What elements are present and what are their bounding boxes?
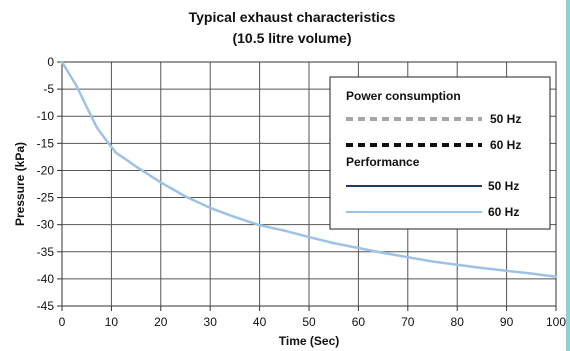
x-tick-label: 10 bbox=[105, 315, 119, 329]
x-tick-label: 100 bbox=[546, 315, 566, 329]
x-tick-labels: 0 10 20 30 40 50 60 70 80 90 100 bbox=[59, 315, 567, 329]
x-tick-label: 70 bbox=[401, 315, 415, 329]
legend-label-power-50hz: 50 Hz bbox=[490, 112, 521, 126]
y-tick-label: 0 bbox=[47, 55, 54, 69]
y-tick-label: -40 bbox=[37, 272, 55, 286]
y-tick-label: -15 bbox=[37, 136, 55, 150]
legend-group-title-power: Power consumption bbox=[346, 89, 461, 103]
page-edge-bar bbox=[566, 0, 570, 351]
legend-label-performance-50hz: 50 Hz bbox=[488, 179, 519, 193]
x-tick-label: 60 bbox=[352, 315, 366, 329]
y-tick-labels: 0 -5 -10 -15 -20 -25 -30 -35 -40 -45 bbox=[37, 55, 55, 313]
x-tick-label: 30 bbox=[204, 315, 218, 329]
x-tick-label: 80 bbox=[451, 315, 465, 329]
legend-label-power-60hz: 60 Hz bbox=[490, 138, 521, 152]
y-tick-label: -10 bbox=[37, 109, 55, 123]
series-line-3 bbox=[60, 60, 558, 278]
x-tick-label: 40 bbox=[253, 315, 267, 329]
legend-box bbox=[329, 76, 551, 230]
x-axis-label: Time (Sec) bbox=[279, 334, 339, 348]
series-lines bbox=[60, 60, 558, 278]
chart-title: Typical exhaust characteristics bbox=[189, 9, 396, 25]
legend-group-title-performance: Performance bbox=[346, 155, 420, 169]
y-tick-label: -35 bbox=[37, 245, 55, 259]
x-tick-label: 20 bbox=[154, 315, 168, 329]
y-tick-label: -20 bbox=[37, 163, 55, 177]
x-tick-label: 90 bbox=[500, 315, 514, 329]
chart-subtitle: (10.5 litre volume) bbox=[232, 30, 351, 46]
y-tick-label: -30 bbox=[37, 218, 55, 232]
y-tick-label: -5 bbox=[43, 82, 54, 96]
y-tick-label: -25 bbox=[37, 191, 55, 205]
y-axis-label: Pressure (kPa) bbox=[13, 142, 27, 226]
y-tick-label: -45 bbox=[37, 299, 55, 313]
x-tick-label: 50 bbox=[302, 315, 316, 329]
legend: Power consumption 50 Hz 60 Hz Performanc… bbox=[329, 76, 551, 230]
legend-label-performance-60hz: 60 Hz bbox=[488, 205, 519, 219]
x-tick-label: 0 bbox=[59, 315, 66, 329]
